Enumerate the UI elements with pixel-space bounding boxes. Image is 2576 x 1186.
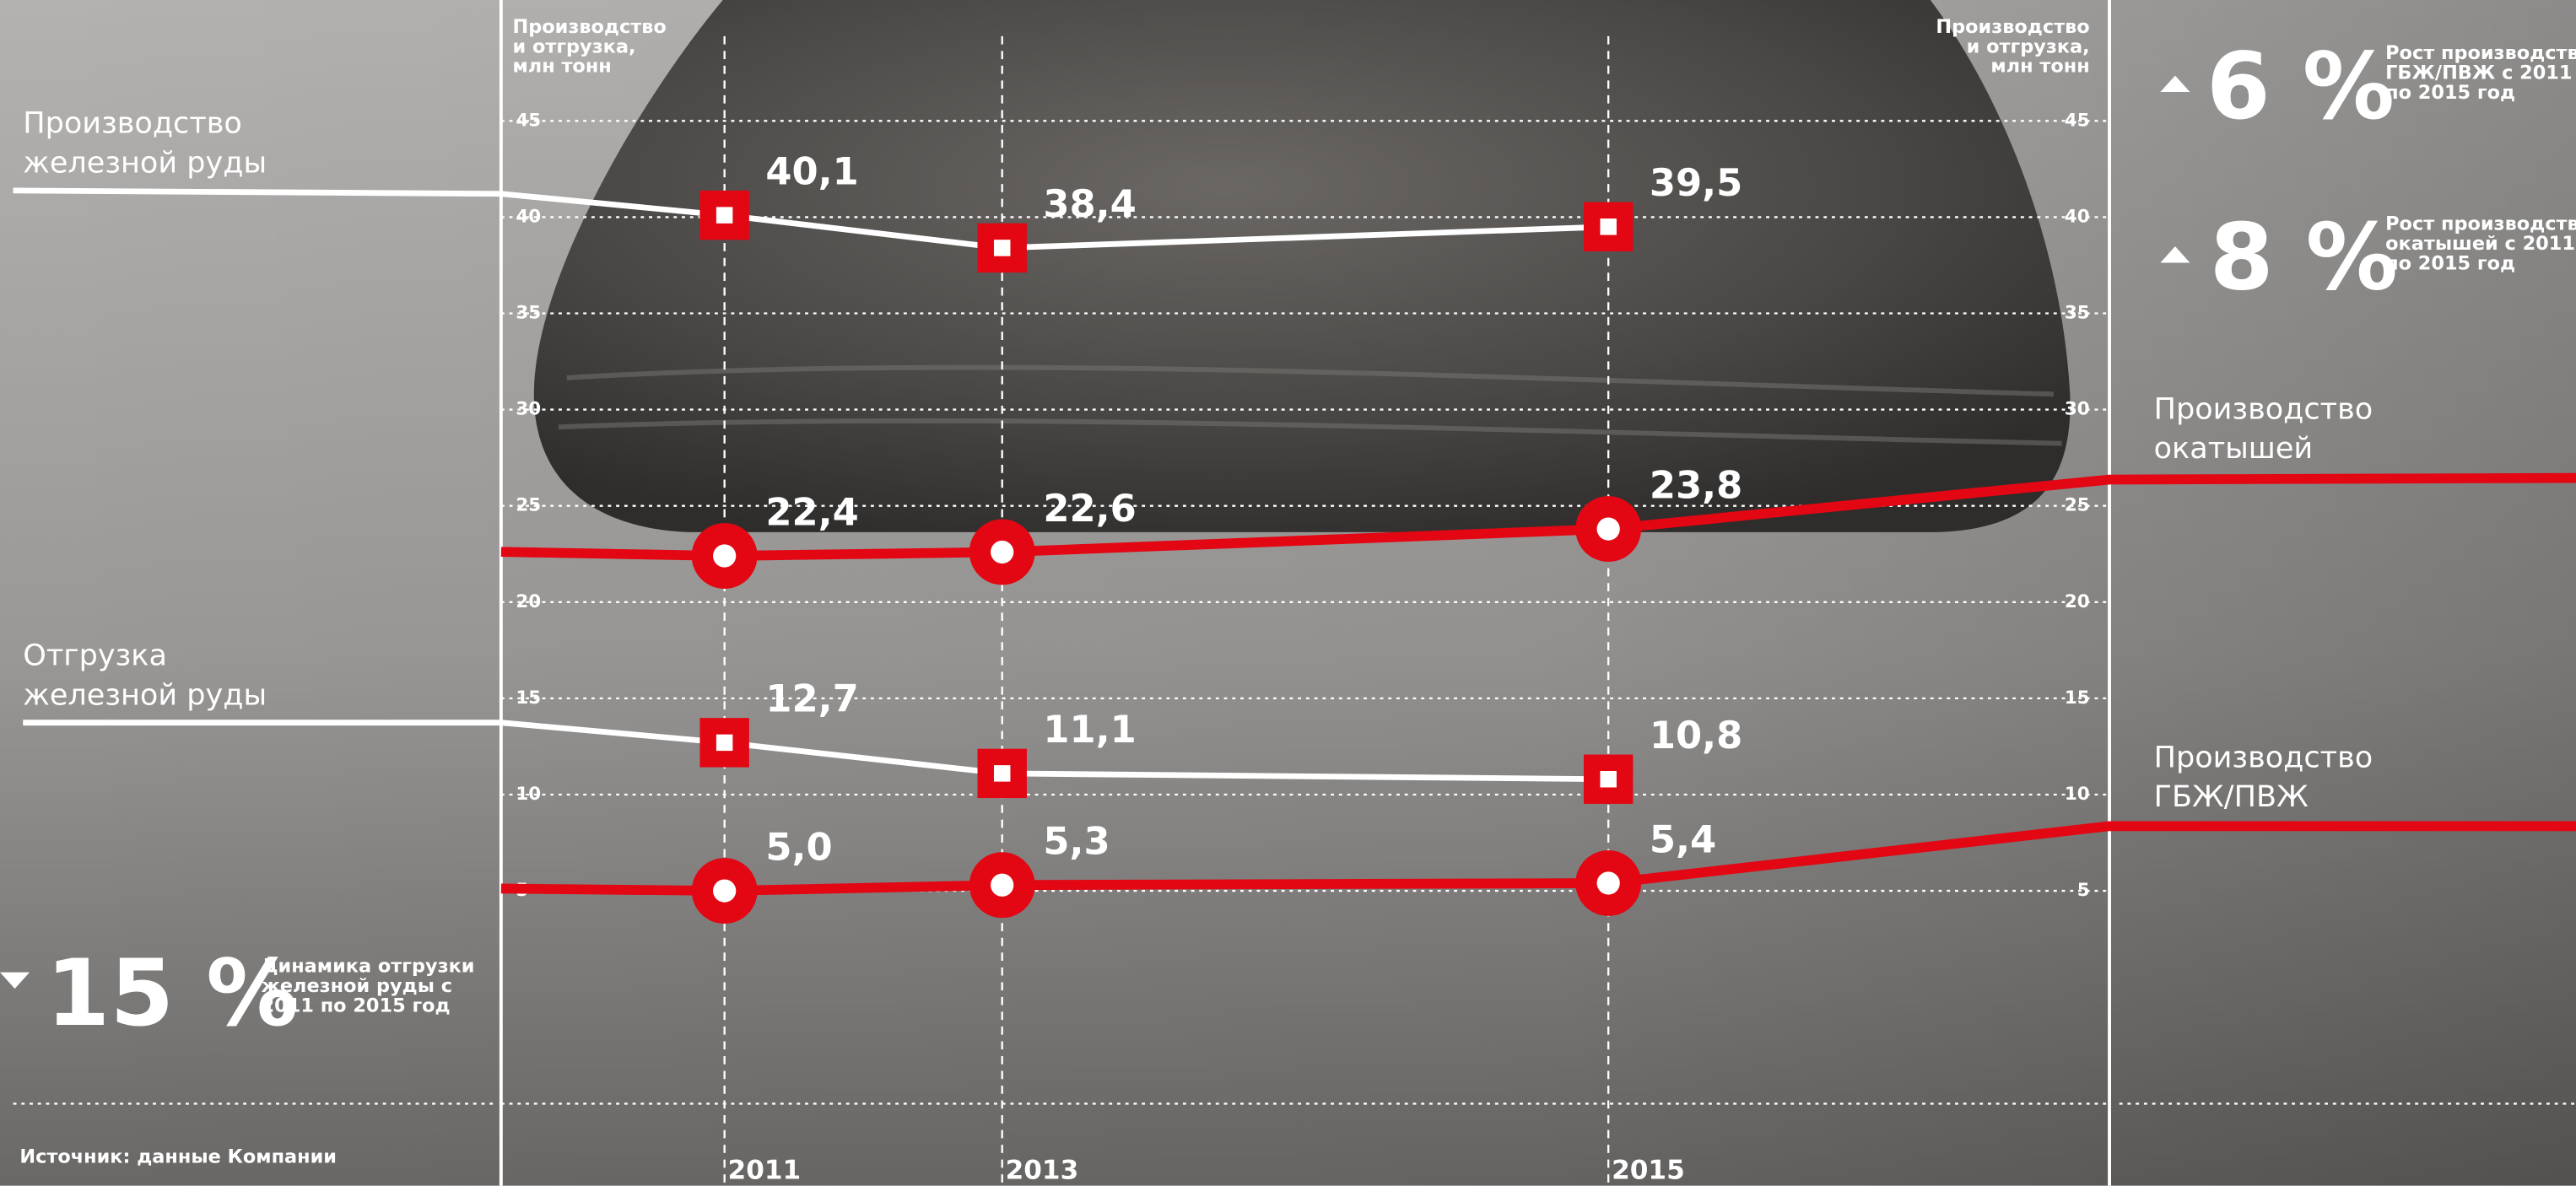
annotation-text: Рост производства ГБЖ/ПВЖ с 2011 по 2015… <box>2385 43 2576 102</box>
series-label: Отгрузка железной руды <box>23 637 269 715</box>
y-tick-label: 40 <box>516 206 541 227</box>
y-tick-label: 20 <box>516 591 541 612</box>
marker-center <box>991 541 1013 563</box>
annotation-value: 8 % <box>2210 213 2398 305</box>
series-label: Производство ГБЖ/ПВЖ <box>2154 739 2400 817</box>
marker-center <box>716 207 732 223</box>
y-tick-label: 5 <box>2077 880 2090 901</box>
y-axis-label: Производство и отгрузка, млн тонн <box>1925 16 2090 75</box>
value-label: 5,3 <box>1043 819 1110 864</box>
y-tick-label: 30 <box>516 399 541 420</box>
y-tick-label: 25 <box>516 495 541 516</box>
series-label: Производство железной руды <box>23 105 269 184</box>
value-label: 5,4 <box>1650 817 1716 861</box>
x-tick-label: 2015 <box>1612 1155 1685 1185</box>
marker-center <box>1597 871 1620 894</box>
marker-center <box>1597 517 1620 540</box>
y-tick-label: 15 <box>516 687 541 709</box>
leader-line <box>501 888 725 891</box>
y-tick-label: 40 <box>2065 206 2090 227</box>
y-tick-label: 10 <box>2065 784 2090 805</box>
x-tick-label: 2011 <box>728 1155 802 1185</box>
y-tick-label: 35 <box>2065 303 2090 324</box>
y-tick-label: 45 <box>2065 110 2090 131</box>
y-tick-label: 25 <box>2065 495 2090 516</box>
y-tick-label: 15 <box>2065 687 2090 709</box>
value-label: 22,6 <box>1043 486 1136 531</box>
value-label: 39,5 <box>1650 160 1742 205</box>
value-label: 11,1 <box>1043 707 1136 752</box>
y-tick-label: 10 <box>516 784 541 805</box>
source: Источник: данные Компании <box>19 1146 446 1166</box>
y-tick-label: 45 <box>516 110 541 131</box>
y-tick-label: 35 <box>516 303 541 324</box>
marker-center <box>716 735 732 751</box>
value-label: 5,0 <box>765 824 832 869</box>
marker-center <box>994 240 1010 256</box>
marker-center <box>1600 771 1616 787</box>
annotation-text: Рост производства окатышей с 2011 по 201… <box>2385 213 2576 272</box>
x-tick-label: 2013 <box>1006 1155 1079 1185</box>
value-label: 40,1 <box>765 148 858 193</box>
marker-center <box>991 874 1013 897</box>
infographic: 5510101515202025253030353540404545201120… <box>0 0 2576 1186</box>
page: 5510101515202025253030353540404545201120… <box>0 0 2576 1186</box>
value-label: 12,7 <box>765 677 858 721</box>
value-label: 22,4 <box>765 489 858 534</box>
marker-center <box>713 879 736 902</box>
annotation-value: 6 % <box>2206 43 2395 135</box>
y-axis-label: Производство и отгрузка, млн тонн <box>512 16 677 75</box>
annotation-text: Динамика отгрузки железной руды с 2011 п… <box>262 956 483 1015</box>
marker-center <box>994 765 1010 781</box>
marker-center <box>1600 218 1616 235</box>
value-label: 10,8 <box>1650 713 1742 757</box>
series-label: Производство окатышей <box>2154 391 2400 469</box>
marker-center <box>713 544 736 567</box>
pellet-image <box>534 0 2071 532</box>
value-label: 38,4 <box>1043 181 1136 226</box>
y-tick-label: 30 <box>2065 399 2090 420</box>
value-label: 23,8 <box>1650 462 1742 507</box>
y-tick-label: 20 <box>2065 591 2090 612</box>
leader-line <box>501 552 725 556</box>
